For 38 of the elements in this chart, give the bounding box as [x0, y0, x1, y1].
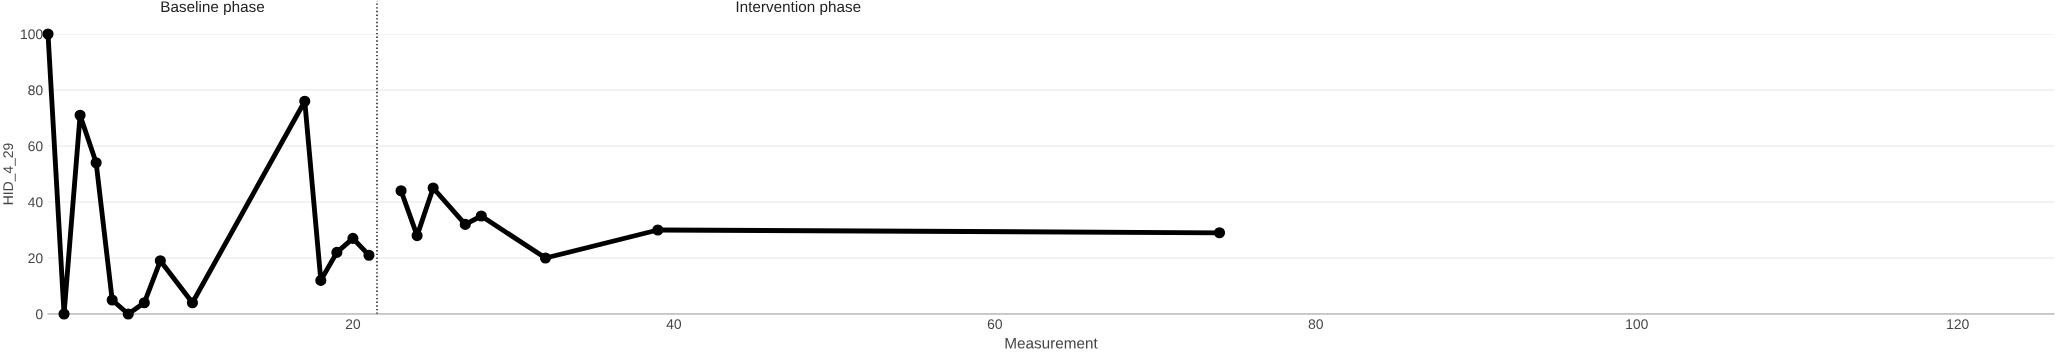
x-tick-label: 80: [1308, 319, 1323, 330]
point: [539, 252, 552, 264]
point: [395, 185, 407, 197]
point: [363, 249, 375, 261]
point: [74, 109, 86, 121]
point: [58, 308, 70, 320]
text: Intervention phase: [736, 0, 861, 16]
point: [427, 182, 439, 194]
point: [299, 95, 311, 107]
y-tick-label: 40: [28, 197, 43, 208]
point: [90, 157, 102, 169]
point: [315, 274, 327, 286]
text: Baseline phase: [161, 0, 265, 16]
x-tick-label: 60: [987, 319, 1003, 330]
point: [122, 308, 134, 320]
point: [106, 294, 118, 306]
y-tick-label: 80: [28, 85, 43, 96]
x-tick-label: 40: [666, 319, 682, 330]
point: [138, 297, 150, 309]
y-tick-label: 0: [35, 309, 43, 320]
y-tick-label: 100: [21, 29, 43, 40]
point: [475, 210, 487, 222]
x-tick-label: 100: [1626, 319, 1648, 330]
point: [1213, 227, 1226, 239]
y-axis-title: HID_4_29: [3, 143, 16, 205]
x-tick-label: 20: [345, 319, 361, 330]
y-tick-label: 20: [28, 253, 43, 264]
point: [347, 232, 359, 244]
x-axis-title: Measurement: [1005, 337, 1098, 349]
x-tick-label: 120: [1947, 319, 1969, 330]
point: [331, 246, 343, 258]
point: [652, 224, 664, 236]
point: [186, 297, 198, 309]
point: [42, 28, 54, 40]
point: [411, 230, 423, 242]
point: [154, 255, 166, 267]
y-tick-label: 60: [28, 141, 43, 152]
point: [459, 218, 471, 230]
